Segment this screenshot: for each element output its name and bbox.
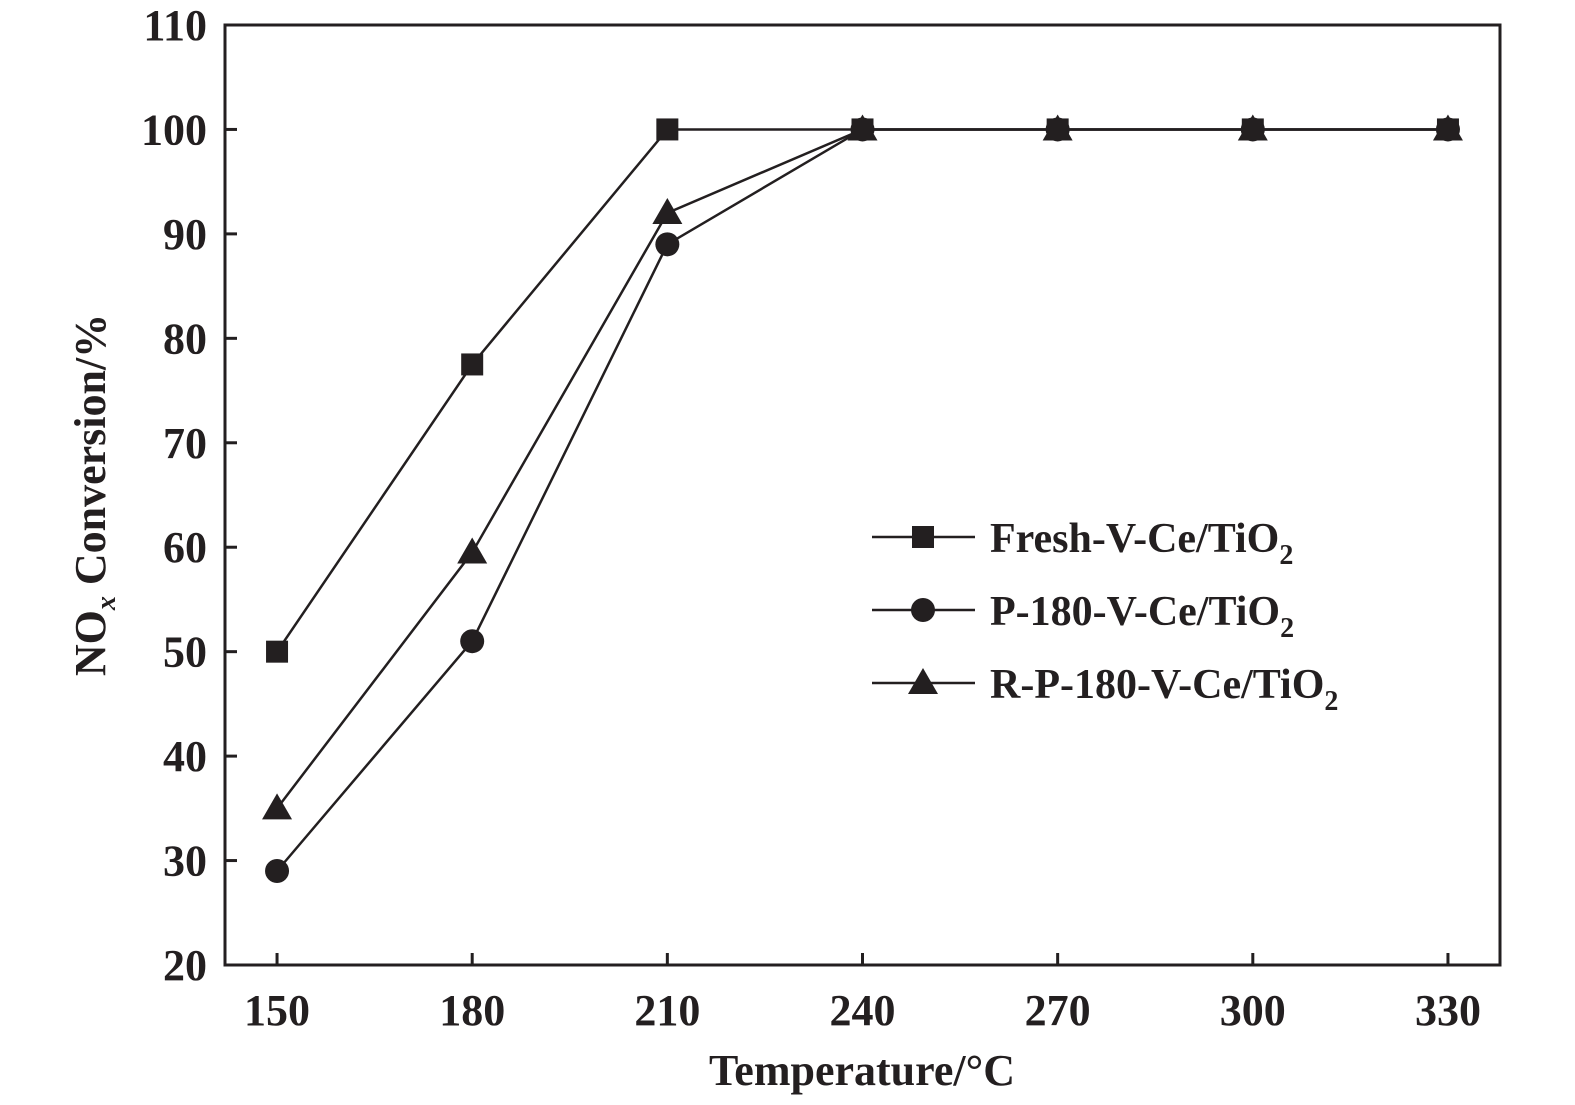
data-point-square — [656, 118, 679, 141]
y-tick-label: 50 — [163, 628, 207, 677]
y-tick-label: 60 — [163, 523, 207, 572]
legend-item-triangle: R-P-180-V-Ce/TiO2 — [872, 662, 1338, 717]
data-point-triangle — [1042, 114, 1073, 141]
legend-label: P-180-V-Ce/TiO2 — [990, 589, 1294, 644]
legend-item-circle: P-180-V-Ce/TiO2 — [872, 589, 1294, 644]
series-square — [266, 118, 1459, 663]
data-point-triangle — [1432, 114, 1463, 141]
legend-item-square: Fresh-V-Ce/TiO2 — [872, 516, 1293, 571]
legend-label-base: R-P-180-V-Ce/TiO — [990, 662, 1324, 708]
legend-label: Fresh-V-Ce/TiO2 — [990, 516, 1293, 571]
data-point-triangle — [652, 198, 683, 224]
x-tick-label: 210 — [634, 986, 700, 1035]
x-tick-label: 270 — [1025, 986, 1091, 1035]
series-group — [262, 114, 1463, 883]
legend: Fresh-V-Ce/TiO2P-180-V-Ce/TiO2R-P-180-V-… — [872, 516, 1338, 717]
y-axis-label-sub: x — [91, 596, 122, 611]
x-axis-label: Temperature/°C — [709, 1046, 1015, 1095]
data-point-triangle — [847, 114, 878, 141]
series-triangle — [262, 114, 1463, 820]
plot-border — [223, 23, 1502, 967]
legend-label-base: P-180-V-Ce/TiO — [990, 589, 1280, 635]
x-tick-label: 240 — [830, 986, 896, 1035]
x-tick-label: 330 — [1415, 986, 1481, 1035]
data-point-triangle — [262, 793, 293, 820]
y-axis-label: NOx Conversion/% — [66, 314, 122, 676]
y-tick-label: 40 — [163, 732, 207, 781]
y-axis-label-main: NO — [66, 610, 115, 676]
x-tick-label: 150 — [244, 986, 310, 1035]
axis-ticks: 150 180 210 240 270 300 330 20 30 40 50 60 70 80 90 100… — [141, 1, 1481, 1035]
data-point-triangle — [457, 537, 488, 564]
x-tick-label: 180 — [439, 986, 505, 1035]
y-tick-label: 30 — [163, 837, 207, 886]
legend-label-sub: 2 — [1324, 686, 1338, 717]
legend-label: R-P-180-V-Ce/TiO2 — [990, 662, 1338, 717]
y-tick-label: 110 — [143, 1, 207, 50]
y-tick-label: 70 — [163, 419, 207, 468]
y-tick-label: 20 — [163, 941, 207, 990]
y-tick-label: 80 — [163, 314, 207, 363]
series-line-square — [276, 128, 1448, 653]
x-tick-label: 300 — [1220, 986, 1286, 1035]
series-circle — [265, 117, 1460, 883]
y-tick-label: 90 — [163, 210, 207, 259]
series-line-circle — [276, 128, 1448, 872]
legend-label-base: Fresh-V-Ce/TiO — [990, 516, 1279, 562]
legend-marker-triangle — [908, 668, 938, 694]
data-point-circle — [460, 629, 485, 654]
y-axis-label-rest: Conversion/% — [66, 314, 115, 596]
data-point-circle — [265, 859, 290, 883]
legend-label-sub: 2 — [1280, 613, 1294, 644]
legend-label-sub: 2 — [1279, 540, 1293, 571]
data-point-triangle — [1237, 114, 1268, 141]
data-point-square — [266, 640, 289, 663]
legend-marker-square — [912, 526, 934, 548]
data-point-square — [461, 353, 484, 376]
legend-marker-circle — [911, 598, 935, 622]
y-tick-label: 100 — [141, 105, 207, 154]
plot-frame — [223, 23, 1502, 967]
data-point-circle — [655, 232, 680, 257]
